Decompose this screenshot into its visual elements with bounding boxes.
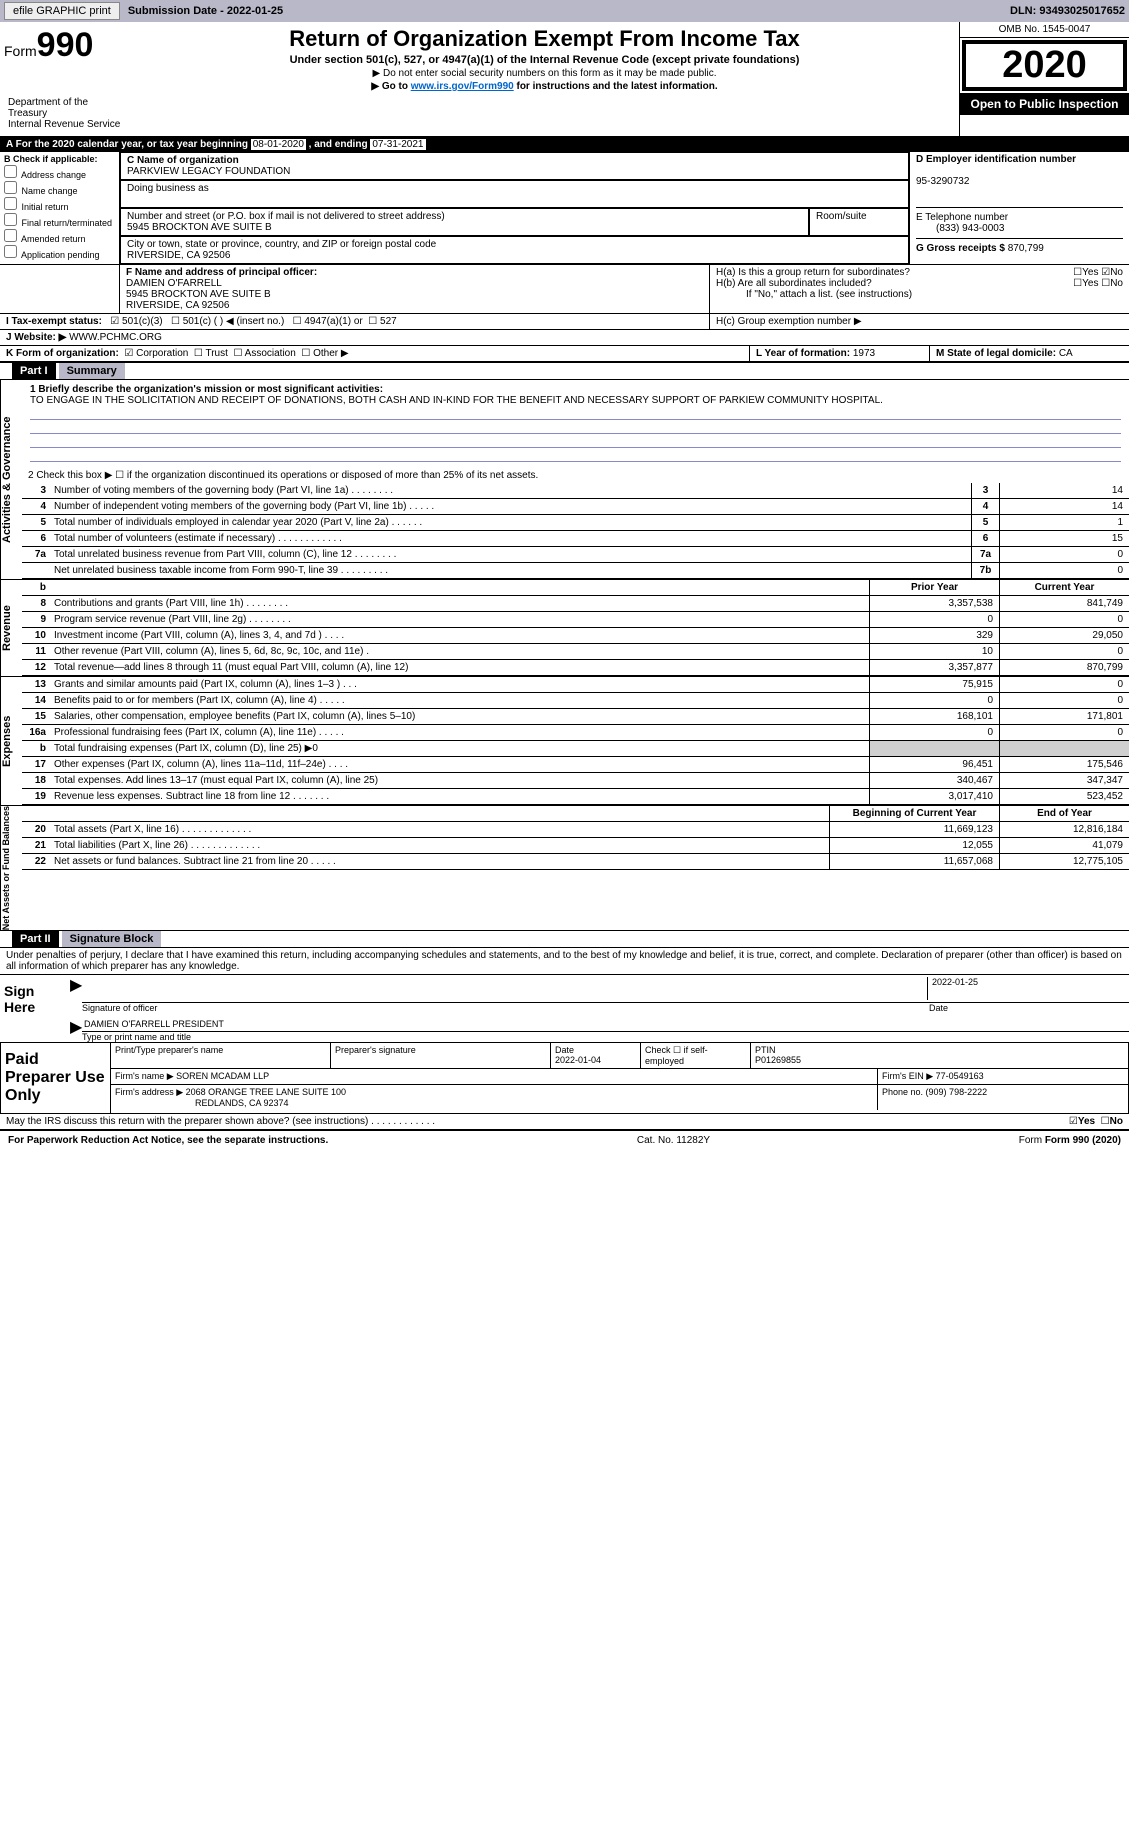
form-of-org: K Form of organization: ☑ Corporation ☐ … — [0, 346, 749, 361]
checkbox-option[interactable]: Name change — [4, 181, 115, 196]
governance-label: Activities & Governance — [0, 380, 22, 579]
arrow-icon: ▶ — [70, 1017, 82, 1042]
mission-section: 1 Briefly describe the organization's mi… — [22, 380, 1129, 468]
data-line: 18Total expenses. Add lines 13–17 (must … — [22, 773, 1129, 789]
tax-year-period: A For the 2020 calendar year, or tax yea… — [0, 137, 1129, 152]
form-header: Form990 Department of the Treasury Inter… — [0, 22, 1129, 137]
data-line: 4Number of independent voting members of… — [22, 499, 1129, 515]
data-line: bTotal fundraising expenses (Part IX, co… — [22, 741, 1129, 757]
data-line: 19Revenue less expenses. Subtract line 1… — [22, 789, 1129, 805]
city-box: City or town, state or province, country… — [120, 236, 909, 264]
section-h: H(a) Is this a group return for subordin… — [709, 265, 1129, 313]
data-line: 5Total number of individuals employed in… — [22, 515, 1129, 531]
revenue-label: Revenue — [0, 580, 22, 676]
data-line: Net unrelated business taxable income fr… — [22, 563, 1129, 579]
data-line: 21Total liabilities (Part X, line 26) . … — [22, 838, 1129, 854]
website: J Website: ▶ WWW.PCHMC.ORG — [0, 330, 1129, 345]
toolbar: efile GRAPHIC print Submission Date - 20… — [0, 0, 1129, 22]
form-number: Form990 — [4, 26, 126, 65]
checkbox-option[interactable]: Amended return — [4, 229, 115, 244]
data-line: 8Contributions and grants (Part VIII, li… — [22, 596, 1129, 612]
principal-officer: F Name and address of principal officer:… — [120, 265, 709, 313]
paid-preparer: Paid Preparer Use Only Print/Type prepar… — [0, 1042, 1129, 1114]
org-name-box: C Name of organization PARKVIEW LEGACY F… — [120, 152, 909, 180]
discuss-row: May the IRS discuss this return with the… — [0, 1114, 1129, 1130]
form-subtitle: Under section 501(c), 527, or 4947(a)(1)… — [134, 54, 955, 66]
data-line: 14Benefits paid to or for members (Part … — [22, 693, 1129, 709]
efile-print-button[interactable]: efile GRAPHIC print — [4, 2, 120, 20]
arrow-icon: ▶ — [70, 975, 82, 1013]
year-formation: L Year of formation: 1973 — [749, 346, 929, 361]
privacy-note: ▶ Do not enter social security numbers o… — [134, 68, 955, 79]
instructions-note: ▶ Go to www.irs.gov/Form990 for instruct… — [134, 81, 955, 92]
discontinued-check: 2 Check this box ▶ ☐ if the organization… — [22, 468, 1129, 483]
data-line: 3Number of voting members of the governi… — [22, 483, 1129, 499]
data-line: 12Total revenue—add lines 8 through 11 (… — [22, 660, 1129, 676]
omb-number: OMB No. 1545-0047 — [960, 22, 1129, 38]
part-2-header: Part II Signature Block — [0, 930, 1129, 948]
tax-year: 2020 — [962, 40, 1127, 91]
data-line: 6Total number of volunteers (estimate if… — [22, 531, 1129, 547]
address-box: Number and street (or P.O. box if mail i… — [120, 208, 809, 236]
submission-date-label: Submission Date - 2022-01-25 — [128, 5, 283, 17]
net-assets-label: Net Assets or Fund Balances — [0, 806, 22, 930]
data-line: 13Grants and similar amounts paid (Part … — [22, 677, 1129, 693]
phone-box: E Telephone number(833) 943-0003 — [916, 208, 1123, 239]
tax-exempt-status: I Tax-exempt status: ☑ 501(c)(3) ☐ 501(c… — [0, 314, 709, 329]
declaration: Under penalties of perjury, I declare th… — [0, 948, 1129, 974]
checkbox-option[interactable]: Initial return — [4, 197, 115, 212]
data-line: 16aProfessional fundraising fees (Part I… — [22, 725, 1129, 741]
column-header: b Prior YearCurrent Year — [22, 580, 1129, 596]
state-domicile: M State of legal domicile: CA — [929, 346, 1129, 361]
department: Department of the Treasury Internal Reve… — [4, 95, 126, 132]
data-line: 15Salaries, other compensation, employee… — [22, 709, 1129, 725]
open-public-badge: Open to Public Inspection — [960, 93, 1129, 115]
room-box: Room/suite — [809, 208, 909, 236]
group-exemption: H(c) Group exemption number ▶ — [709, 314, 1129, 329]
part-1-header: Part I Summary — [0, 362, 1129, 380]
gross-receipts: G Gross receipts $ 870,799 — [916, 239, 1123, 258]
footer: For Paperwork Reduction Act Notice, see … — [0, 1130, 1129, 1150]
sign-here-label: Sign Here — [0, 975, 70, 1042]
data-line: 9Program service revenue (Part VIII, lin… — [22, 612, 1129, 628]
irs-link[interactable]: www.irs.gov/Form990 — [411, 81, 514, 92]
data-line: 17Other expenses (Part IX, column (A), l… — [22, 757, 1129, 773]
section-b: B Check if applicable: Address change Na… — [0, 152, 120, 264]
data-line: 10Investment income (Part VIII, column (… — [22, 628, 1129, 644]
data-line: 7aTotal unrelated business revenue from … — [22, 547, 1129, 563]
ein-box: D Employer identification number95-32907… — [916, 154, 1123, 208]
data-line: 22Net assets or fund balances. Subtract … — [22, 854, 1129, 870]
checkbox-option[interactable]: Final return/terminated — [4, 213, 115, 228]
checkbox-option[interactable]: Application pending — [4, 245, 115, 260]
expenses-label: Expenses — [0, 677, 22, 805]
dln-label: DLN: 93493025017652 — [1010, 5, 1125, 17]
column-header-2: Beginning of Current YearEnd of Year — [22, 806, 1129, 822]
dba-box: Doing business as — [120, 180, 909, 208]
checkbox-option[interactable]: Address change — [4, 165, 115, 180]
data-line: 20Total assets (Part X, line 16) . . . .… — [22, 822, 1129, 838]
data-line: 11Other revenue (Part VIII, column (A), … — [22, 644, 1129, 660]
form-title: Return of Organization Exempt From Incom… — [134, 26, 955, 52]
